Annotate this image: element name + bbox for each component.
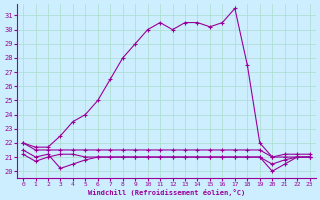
X-axis label: Windchill (Refroidissement éolien,°C): Windchill (Refroidissement éolien,°C) [88,189,245,196]
